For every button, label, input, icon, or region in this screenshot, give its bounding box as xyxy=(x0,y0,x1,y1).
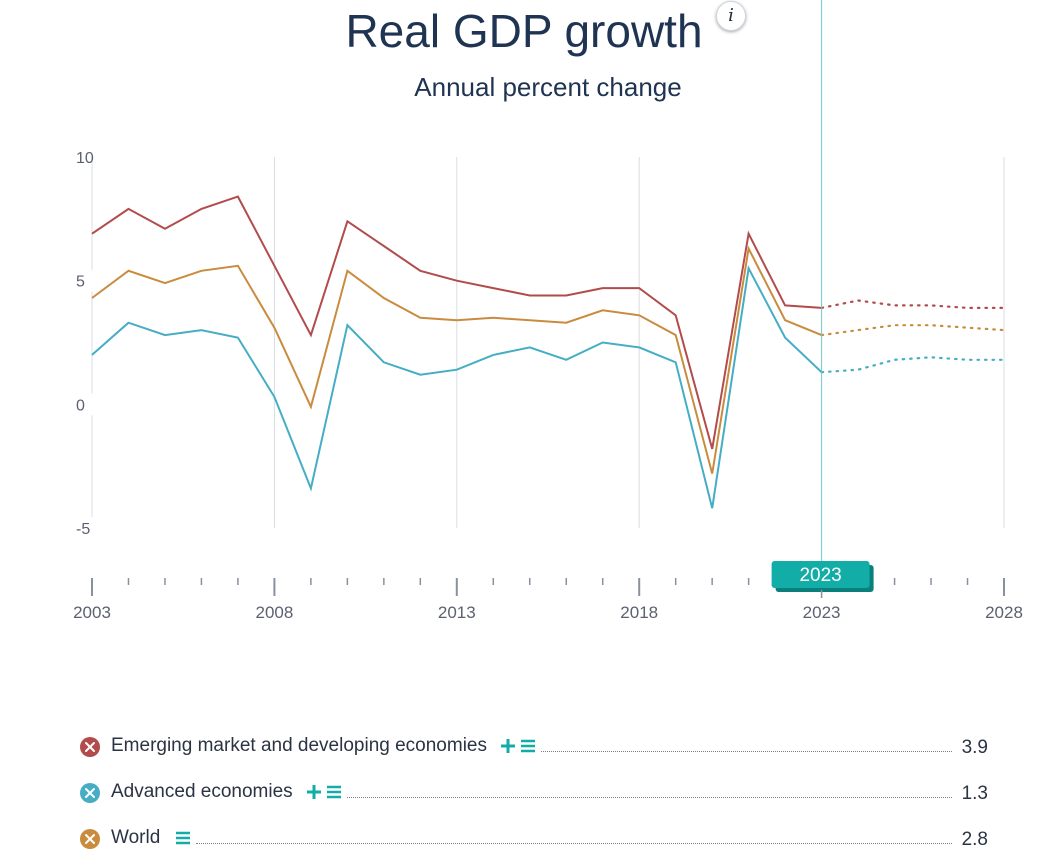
tick-label-bg xyxy=(72,393,94,416)
series-line-world xyxy=(91,245,822,474)
x-tick-label: 2023 xyxy=(803,603,841,622)
chart-title: Real GDP growth xyxy=(345,5,703,57)
list-icon[interactable] xyxy=(325,783,343,806)
legend-item-world[interactable]: World 2.8 xyxy=(80,826,988,854)
x-tick-label: 2018 xyxy=(620,603,658,622)
info-icon[interactable]: i xyxy=(716,1,746,31)
legend-actions xyxy=(295,783,345,806)
x-tick-label: 2028 xyxy=(985,603,1023,622)
leader-dots xyxy=(347,796,952,798)
y-tick-label: -5 xyxy=(76,521,90,538)
x-tick-label: 2003 xyxy=(73,603,111,622)
series-line-emde xyxy=(91,195,822,450)
leader-dots xyxy=(196,842,952,844)
series-line-world-projection xyxy=(820,324,1006,337)
list-icon[interactable] xyxy=(174,829,192,852)
line-chart: 10 5 0 -5 2003 2008 2013 2018 2023 2028 2023 xyxy=(72,0,1023,622)
series-layer xyxy=(91,0,1006,564)
y-axis: 10 5 0 -5 xyxy=(72,150,94,539)
plus-icon[interactable] xyxy=(305,783,323,806)
x-tick-label: 2013 xyxy=(438,603,476,622)
close-icon[interactable] xyxy=(80,829,100,849)
close-icon[interactable] xyxy=(80,783,100,803)
tick-label-bg xyxy=(72,517,94,539)
tick-label-bg xyxy=(72,269,94,292)
plus-icon[interactable] xyxy=(499,737,517,760)
grid-layer xyxy=(91,157,1005,528)
series-line-advanced xyxy=(91,265,823,509)
legend-value: 3.9 xyxy=(961,737,988,758)
y-tick-label: 0 xyxy=(76,397,85,414)
year-badge xyxy=(771,561,870,588)
year-badge-label: 2023 xyxy=(799,565,841,586)
series-line-emde-projection xyxy=(820,299,1006,309)
year-selector[interactable]: 2023 xyxy=(771,561,874,598)
series-line-advanced-projection xyxy=(820,356,1006,374)
legend-label: Advanced economies xyxy=(111,781,293,802)
chart-subtitle: Annual percent change xyxy=(414,72,682,102)
leader-dots xyxy=(541,750,952,752)
legend-label: Emerging market and developing economies xyxy=(111,735,487,756)
legend-value: 1.3 xyxy=(961,783,988,804)
list-icon[interactable] xyxy=(519,737,537,760)
legend-label: World xyxy=(111,827,161,848)
legend-actions xyxy=(162,829,194,852)
y-tick-label: 10 xyxy=(76,150,94,167)
y-tick-label: 5 xyxy=(76,274,85,291)
x-tick-label: 2008 xyxy=(255,603,293,622)
close-icon[interactable] xyxy=(80,737,100,757)
x-axis: 2003 2008 2013 2018 2023 2028 xyxy=(73,578,1023,622)
legend-item-emde[interactable]: Emerging market and developing economies… xyxy=(80,734,988,762)
legend-item-advanced[interactable]: Advanced economies 1.3 xyxy=(80,780,988,808)
legend-value: 2.8 xyxy=(961,829,988,850)
legend-actions xyxy=(489,737,539,760)
